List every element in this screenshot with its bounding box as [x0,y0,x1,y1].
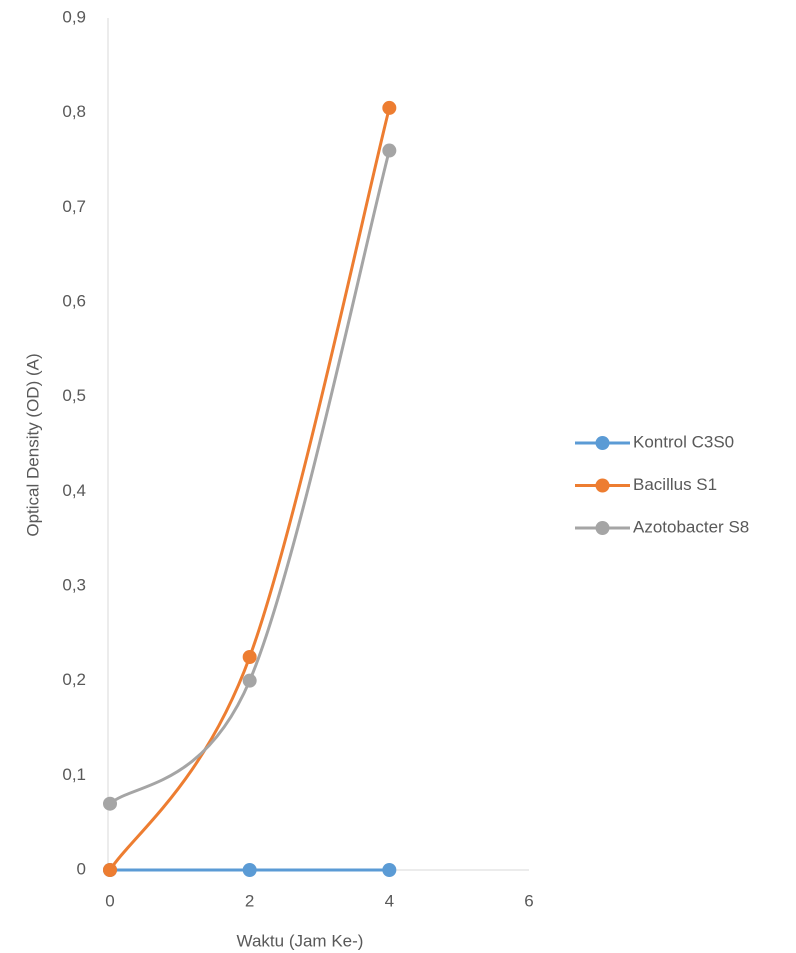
y-tick-label: 0,5 [62,386,86,405]
legend-marker [596,436,610,450]
chart: Waktu (Jam Ke-) Optical Density (OD) (A)… [0,0,796,953]
y-tick-label: 0,3 [62,575,86,594]
legend-label: Bacillus S1 [633,475,717,494]
y-tick-label: 0,1 [62,765,86,784]
legend-label: Kontrol C3S0 [633,432,734,451]
x-tick-label: 4 [385,891,394,910]
x-axis-title: Waktu (Jam Ke-) [237,931,364,950]
data-point [243,650,257,664]
data-point [103,797,117,811]
x-tick-label: 6 [524,891,533,910]
legend-label: Azotobacter S8 [633,517,749,536]
series-line [110,108,389,870]
data-point [103,863,117,877]
data-point [382,101,396,115]
y-tick-label: 0 [77,859,86,878]
x-tick-label: 0 [105,891,114,910]
data-point [243,674,257,688]
legend-marker [596,521,610,535]
series-line [110,151,389,804]
y-tick-label: 0,4 [62,481,86,500]
data-point [382,144,396,158]
x-tick-label: 2 [245,891,254,910]
y-tick-label: 0,9 [62,7,86,26]
y-tick-label: 0,8 [62,102,86,121]
y-tick-label: 0,7 [62,197,86,216]
data-point [382,863,396,877]
y-axis-title: Optical Density (OD) (A) [23,353,42,536]
data-point [243,863,257,877]
y-tick-label: 0,2 [62,670,86,689]
legend-marker [596,479,610,493]
y-tick-label: 0,6 [62,291,86,310]
